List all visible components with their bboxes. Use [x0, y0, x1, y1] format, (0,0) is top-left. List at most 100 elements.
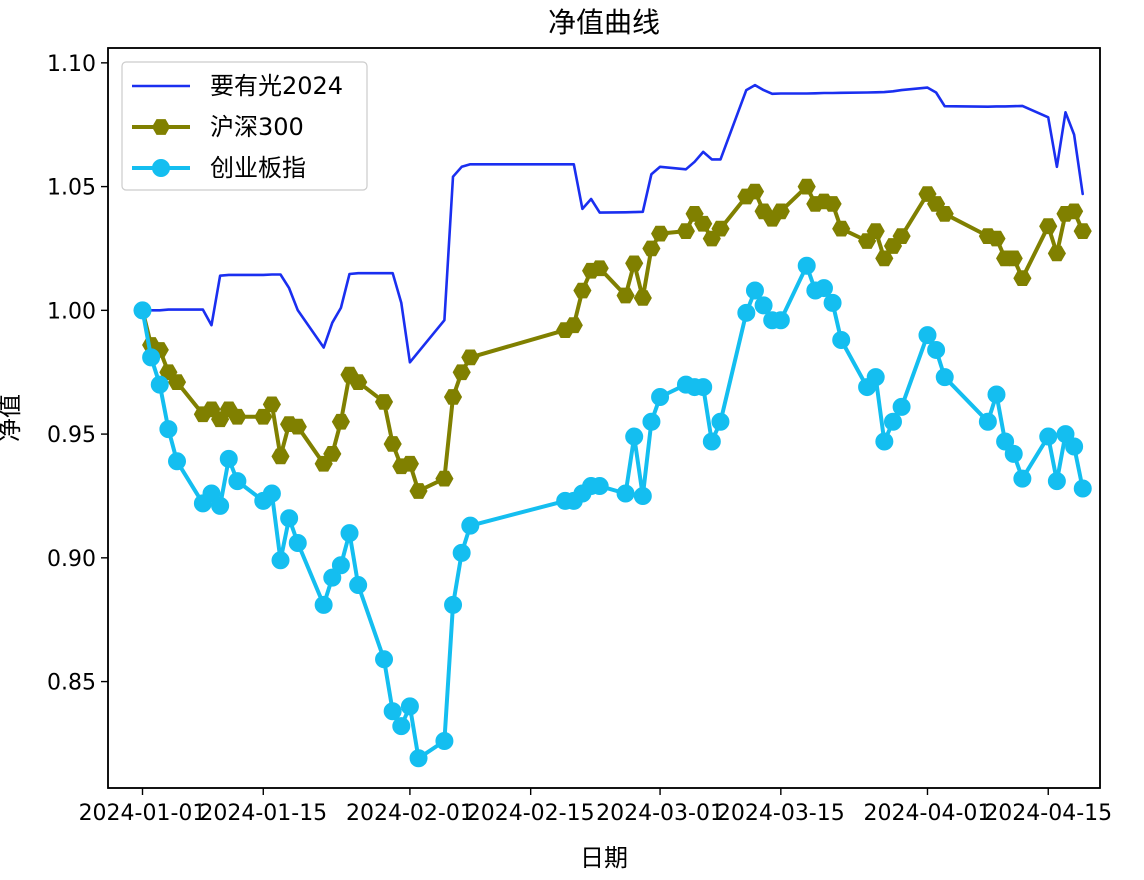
data-point	[288, 533, 307, 552]
legend-label: 沪深300	[210, 113, 304, 141]
data-point	[651, 225, 670, 242]
x-tick-label: 2024-01-15	[199, 801, 327, 826]
data-point	[642, 412, 661, 431]
data-point	[918, 326, 937, 345]
x-tick-label: 2024-04-15	[984, 801, 1112, 826]
x-tick-label: 2024-04-01	[864, 801, 992, 826]
data-point	[271, 448, 290, 465]
data-point	[573, 282, 592, 299]
x-tick-label: 2024-02-15	[467, 801, 595, 826]
data-point	[797, 256, 816, 275]
data-point	[625, 427, 644, 446]
legend-label: 要有光2024	[210, 72, 343, 100]
data-point	[331, 556, 350, 575]
x-tick-label: 2024-03-15	[717, 801, 845, 826]
data-point	[625, 255, 644, 272]
data-point	[159, 420, 178, 439]
data-point	[694, 378, 713, 397]
legend-item: 创业板指	[132, 154, 306, 182]
legend: 要有光2024 沪深300 创业板指	[121, 61, 368, 191]
plot-frame-outline	[107, 47, 1101, 789]
data-point	[288, 418, 307, 435]
data-point	[383, 436, 402, 452]
data-point	[702, 432, 721, 451]
data-point	[797, 178, 816, 195]
data-point	[374, 394, 394, 410]
y-axis-title: 净值	[0, 394, 24, 442]
data-point	[745, 183, 765, 200]
data-point	[616, 287, 635, 304]
data-point	[978, 412, 997, 431]
data-point	[452, 364, 471, 381]
data-point	[1065, 203, 1084, 220]
data-point	[832, 331, 851, 350]
data-point	[711, 412, 730, 431]
data-point	[202, 484, 221, 503]
data-point	[564, 317, 583, 334]
data-point	[133, 301, 152, 320]
data-point	[642, 240, 661, 257]
data-point	[832, 220, 851, 237]
data-point	[314, 595, 333, 614]
y-tick-label: 0.95	[47, 423, 96, 448]
data-point	[771, 311, 790, 330]
legend-marker	[151, 119, 171, 135]
series-1	[141, 83, 1084, 364]
data-point	[1047, 245, 1066, 262]
x-tick-label: 2024-02-01	[346, 801, 474, 826]
data-point	[280, 509, 299, 528]
data-point	[1056, 425, 1075, 444]
data-point	[1047, 472, 1066, 491]
legend-item: 沪深300	[132, 113, 304, 141]
x-axis-title: 日期	[580, 844, 628, 872]
data-point	[927, 340, 946, 359]
data-point	[340, 524, 359, 543]
data-point	[349, 374, 368, 390]
data-point	[167, 374, 187, 390]
y-tick-label: 1.05	[47, 176, 96, 201]
data-point	[823, 293, 842, 312]
y-tick-label: 0.90	[47, 547, 96, 572]
data-point	[866, 368, 885, 387]
y-tick-label: 1.10	[47, 52, 96, 77]
series-3	[133, 256, 1092, 768]
data-point	[228, 408, 247, 425]
chart-title: 净值曲线	[548, 6, 660, 39]
data-point	[754, 296, 773, 315]
data-point	[150, 375, 169, 394]
data-point	[633, 486, 652, 505]
series-line	[141, 83, 1084, 364]
legend-frame	[121, 61, 368, 191]
data-point	[651, 387, 670, 406]
data-point	[1073, 479, 1092, 498]
data-point	[461, 516, 480, 535]
data-point	[737, 303, 756, 322]
series-group	[133, 83, 1092, 768]
data-point	[996, 432, 1015, 451]
data-point	[771, 203, 790, 220]
x-tick-label: 2024-03-01	[596, 801, 724, 826]
legend-item: 要有光2024	[132, 72, 343, 100]
data-point	[711, 220, 730, 237]
data-point	[875, 432, 894, 451]
data-point	[142, 348, 161, 367]
data-point	[1013, 469, 1032, 488]
data-point	[935, 368, 954, 387]
data-point	[331, 413, 350, 430]
data-point	[935, 206, 954, 222]
data-point	[823, 196, 842, 212]
data-point	[400, 455, 419, 472]
data-point	[1073, 223, 1092, 239]
series-2	[133, 178, 1092, 499]
y-axis: 0.85 0.90 0.95 1.00 1.05 1.10	[47, 52, 108, 696]
data-point	[443, 389, 463, 405]
legend-marker	[152, 159, 170, 177]
data-point	[745, 281, 764, 300]
y-tick-label: 1.00	[47, 299, 96, 324]
data-point	[452, 543, 471, 562]
data-point	[383, 702, 402, 721]
data-point	[1065, 437, 1084, 456]
data-point	[1039, 427, 1058, 446]
